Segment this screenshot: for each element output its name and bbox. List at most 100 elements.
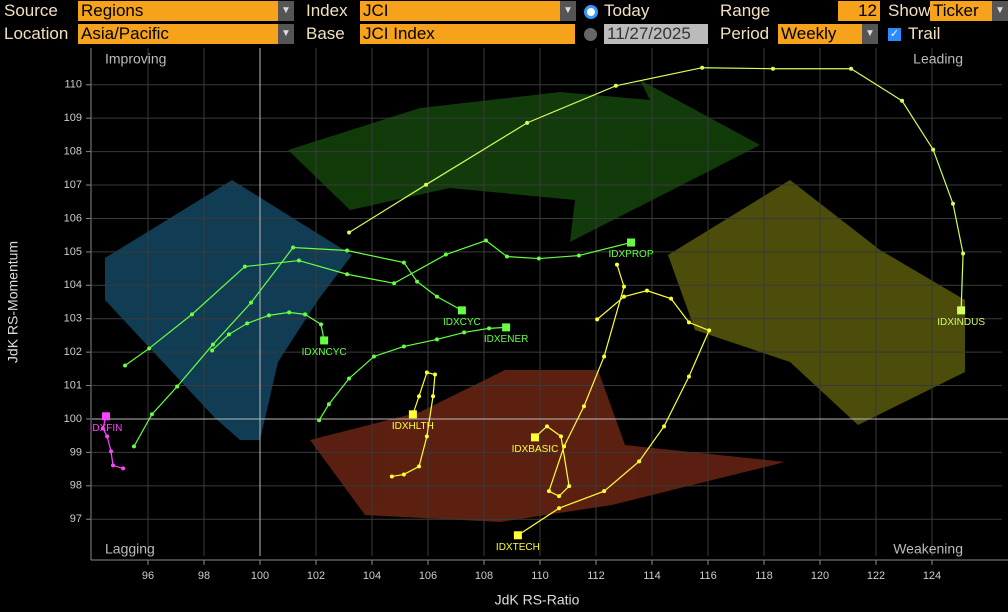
trail-point — [317, 418, 322, 423]
trail-point — [149, 412, 154, 417]
quadrant-label: Weakening — [893, 541, 963, 557]
x-tick-label: 102 — [307, 570, 325, 582]
trail-point — [401, 472, 406, 477]
trail-point — [392, 281, 397, 286]
ticker-label: IDXINDUS — [937, 317, 985, 328]
dropdown-button[interactable]: ▼ — [560, 1, 576, 21]
today-radio[interactable] — [584, 5, 598, 19]
location-label: Location — [4, 24, 69, 43]
trail-point — [111, 463, 115, 468]
ticker-label: IDXHLTH — [392, 421, 434, 432]
ticker-label: IDXBASIC — [512, 444, 559, 455]
trail-checkbox[interactable]: ✓ — [888, 28, 901, 41]
dropdown-button[interactable]: ▼ — [992, 1, 1008, 21]
trail-point — [613, 83, 618, 88]
head-marker — [457, 306, 466, 315]
trail-point — [175, 384, 180, 389]
quadrant-label: Lagging — [105, 541, 155, 557]
dropdown-button[interactable]: ▼ — [278, 24, 294, 44]
trail-point — [595, 317, 600, 322]
trail-point — [770, 66, 775, 71]
trail-point — [210, 348, 215, 353]
trail-point — [226, 332, 231, 337]
source-field[interactable]: Regions — [78, 1, 278, 21]
quadrant-label: Improving — [105, 51, 166, 67]
location-field[interactable]: Asia/Pacific — [78, 24, 278, 44]
show-field[interactable]: Ticker — [930, 1, 992, 21]
y-tick-label: 98 — [70, 480, 82, 492]
head-marker — [408, 410, 417, 419]
trail-point — [401, 260, 406, 265]
head-marker — [627, 238, 635, 247]
trail-point — [100, 426, 105, 431]
trail-point — [567, 484, 572, 489]
trail-point — [433, 372, 437, 377]
index-field[interactable]: JCI — [360, 1, 560, 21]
base-field[interactable]: JCI Index — [360, 24, 575, 44]
arrow-shape — [105, 180, 352, 440]
head-marker — [102, 412, 110, 421]
today-label: Today — [604, 1, 650, 20]
head-marker — [513, 531, 522, 540]
trail-point — [951, 201, 955, 206]
y-tick-label: 104 — [64, 279, 82, 291]
ticker-label: IDXTECH — [496, 542, 540, 553]
trail-point — [644, 288, 649, 293]
trail-point — [504, 254, 509, 259]
trail-point — [700, 65, 705, 70]
header: Source Regions ▼ Index JCI ▼ Today Range… — [0, 0, 1008, 46]
trail-point — [121, 466, 126, 471]
trail-point — [189, 312, 194, 317]
y-tick-label: 108 — [64, 146, 82, 158]
trail-point — [105, 434, 110, 439]
x-tick-label: 100 — [251, 570, 269, 582]
y-tick-label: 107 — [64, 179, 82, 191]
date-field[interactable]: 11/27/2025 — [604, 24, 708, 44]
ticker-label: IDXPROP — [608, 249, 653, 260]
trail-group: IDXFIN — [90, 412, 126, 471]
trail-point — [557, 506, 562, 511]
trail-point — [615, 262, 619, 267]
y-tick-label: 106 — [64, 212, 82, 224]
x-tick-label: 104 — [363, 570, 381, 582]
x-tick-label: 108 — [475, 570, 493, 582]
trail-point — [132, 444, 136, 449]
trail-point — [434, 337, 439, 342]
x-tick-label: 118 — [755, 570, 773, 582]
trail-point — [266, 313, 271, 318]
trail-point — [525, 120, 530, 125]
x-tick-label: 96 — [142, 570, 154, 582]
y-tick-label: 97 — [70, 513, 82, 525]
trail-point — [417, 464, 422, 469]
x-tick-label: 124 — [923, 570, 941, 582]
trail-point — [401, 344, 406, 349]
base-label: Base — [306, 24, 345, 43]
trail-point — [417, 394, 422, 399]
trail-group: IDXTECH — [496, 288, 712, 553]
trail-group: IDXPROP — [123, 238, 654, 368]
date-radio[interactable] — [584, 28, 597, 41]
trail-point — [434, 294, 439, 299]
trail-point — [686, 374, 691, 379]
trail-point — [291, 245, 296, 250]
x-tick-label: 110 — [531, 570, 549, 582]
range-field[interactable]: 12 — [838, 1, 880, 21]
y-tick-label: 102 — [64, 346, 82, 358]
y-tick-label: 101 — [64, 379, 82, 391]
trail-group: IDXBASIC — [512, 262, 626, 499]
trail-point — [345, 248, 350, 253]
trail-point — [147, 346, 152, 351]
trail-point — [443, 252, 448, 257]
trail-point — [562, 444, 567, 449]
trail-point — [487, 326, 492, 331]
trail-point — [296, 258, 301, 263]
head-marker — [320, 336, 329, 345]
trail-point — [326, 402, 331, 407]
dropdown-button[interactable]: ▼ — [862, 24, 878, 44]
period-field[interactable]: Weekly — [778, 24, 862, 44]
trail-point — [347, 230, 352, 235]
trail-point — [557, 494, 562, 499]
dropdown-button[interactable]: ▼ — [278, 1, 294, 21]
x-tick-label: 98 — [198, 570, 210, 582]
range-label: Range — [720, 1, 771, 20]
